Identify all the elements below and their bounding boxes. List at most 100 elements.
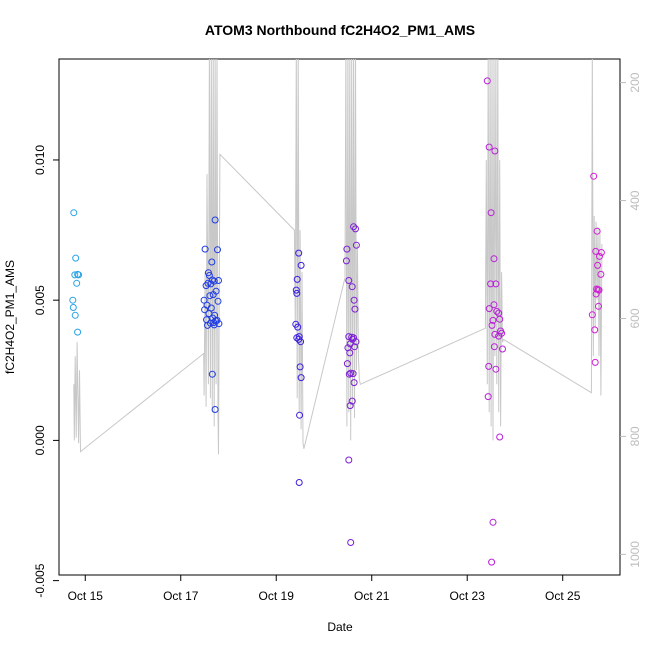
data-point (297, 374, 305, 382)
data-point (491, 330, 499, 338)
data-point (597, 270, 605, 278)
data-point (214, 297, 222, 305)
data-point (349, 335, 357, 343)
points-layer (69, 77, 605, 566)
data-point (490, 343, 498, 351)
data-point (292, 286, 300, 294)
x-tick-label: Oct 21 (354, 589, 390, 603)
x-tick-label: Oct 23 (450, 589, 486, 603)
x-axis: Oct 15 Oct 17 Oct 19 Oct 21 Oct 23 Oct 25 (68, 575, 581, 603)
data-point (206, 292, 214, 300)
data-point (296, 411, 304, 419)
data-point (493, 307, 501, 315)
data-point (485, 305, 493, 313)
data-point (588, 311, 596, 319)
data-point (215, 277, 222, 284)
data-point (595, 302, 602, 310)
x-axis-label: Date (327, 620, 353, 634)
data-point (591, 358, 599, 366)
data-point (592, 290, 600, 298)
data-point (347, 539, 355, 546)
data-point (295, 479, 303, 486)
data-point (342, 257, 350, 265)
data-point (590, 172, 598, 180)
data-point (200, 296, 208, 304)
y2-axis: 200 400 600 800 1000 (620, 72, 642, 568)
data-point (498, 329, 506, 337)
series-6 (588, 172, 605, 366)
chart-title: ATOM3 Northbound fC2H4O2_PM1_AMS (205, 22, 475, 38)
data-point (70, 209, 78, 217)
data-point (596, 252, 603, 260)
data-point (490, 255, 498, 263)
data-point (75, 271, 83, 279)
data-point (201, 245, 209, 253)
data-point (346, 349, 354, 357)
data-point (201, 306, 209, 314)
data-point (295, 333, 303, 341)
data-point (215, 320, 223, 328)
data-point (496, 433, 504, 441)
data-point (207, 304, 215, 312)
data-point (350, 223, 358, 231)
data-point (350, 379, 358, 387)
data-point (214, 246, 221, 254)
data-point (209, 291, 217, 299)
data-point (488, 321, 496, 329)
data-point (487, 209, 495, 217)
data-point (348, 397, 356, 405)
data-point (348, 283, 356, 291)
data-point (208, 370, 216, 378)
data-point (492, 280, 500, 288)
data-point (594, 261, 602, 269)
data-point (73, 279, 81, 287)
y2-tick-label: 200 (628, 72, 642, 92)
data-point (297, 338, 305, 346)
data-point (210, 321, 218, 329)
y2-tick-label: 400 (628, 190, 642, 210)
data-point (296, 363, 304, 371)
data-point (484, 393, 492, 401)
data-point (71, 271, 79, 279)
x-tick-label: Oct 25 (545, 589, 581, 603)
data-point (71, 311, 79, 319)
data-point (69, 304, 77, 311)
data-point (297, 261, 305, 269)
data-point (490, 301, 498, 309)
data-point (207, 280, 215, 288)
data-point (343, 360, 351, 368)
y2-tick-label: 1000 (628, 541, 642, 568)
data-point (202, 282, 210, 290)
data-point (591, 326, 599, 334)
data-point (351, 305, 359, 313)
data-point (593, 227, 601, 235)
series-2 (200, 216, 223, 413)
pressure-line-layer (73, 59, 603, 455)
x-tick-label: Oct 17 (163, 589, 199, 603)
data-point (204, 279, 212, 287)
y2-tick-label: 600 (628, 308, 642, 328)
y-tick-label: 0.000 (33, 425, 47, 455)
series-1 (69, 209, 83, 336)
plot-frame (58, 58, 621, 576)
data-point (346, 402, 354, 410)
series-3 (292, 249, 305, 486)
data-point (295, 249, 303, 257)
data-point (597, 249, 605, 256)
data-point (208, 258, 216, 266)
data-point (72, 254, 80, 262)
data-point (487, 280, 495, 288)
data-point (295, 335, 303, 343)
data-point (211, 216, 219, 224)
data-point (345, 456, 353, 464)
x-tick-label: Oct 15 (68, 589, 104, 603)
data-point (352, 225, 359, 233)
data-point (293, 275, 301, 283)
data-point (205, 310, 213, 318)
data-point (350, 296, 358, 304)
data-point (211, 406, 219, 413)
y-axis-label: fC2H4O2_PM1_AMS (3, 260, 17, 374)
y-tick-label: -0.005 (33, 563, 47, 597)
data-point (485, 143, 493, 151)
